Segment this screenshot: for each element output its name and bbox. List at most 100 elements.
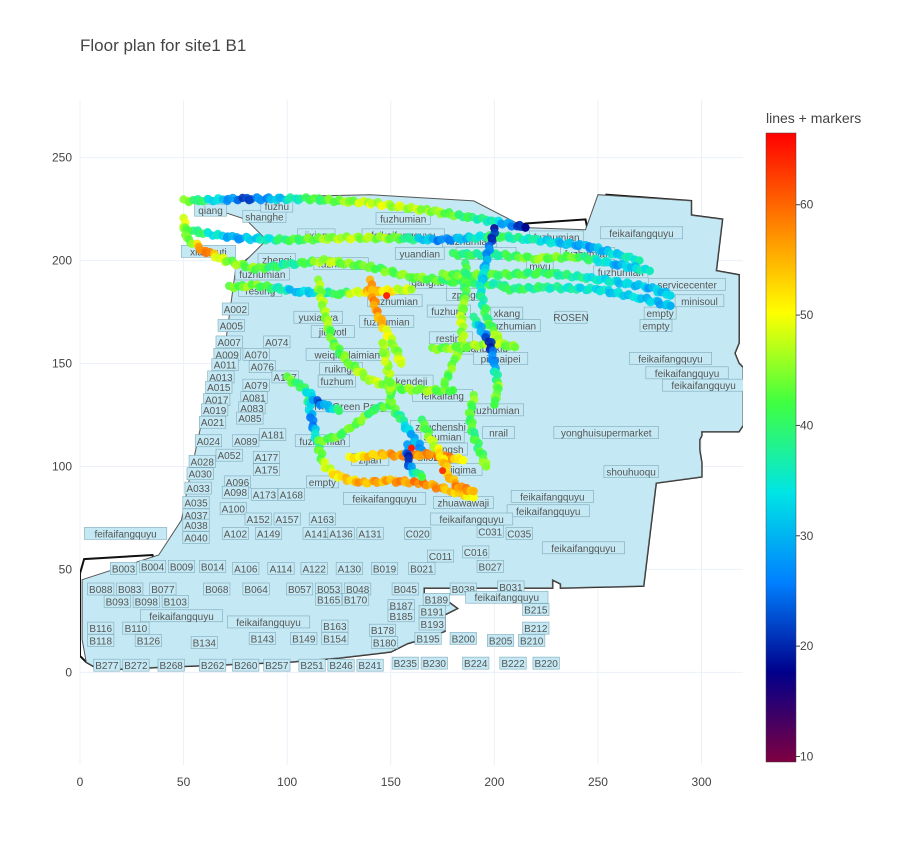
shop-label: A122	[302, 564, 326, 575]
shop-label: fuzhumian	[239, 270, 285, 281]
shop-label: A035	[184, 499, 208, 510]
shop-box	[186, 467, 214, 481]
shop-box	[522, 603, 550, 616]
shop-label: C016	[464, 548, 488, 559]
shop-label: feifaifangquyu	[94, 529, 156, 540]
shop-label: A149	[257, 529, 281, 540]
trace-point	[521, 223, 530, 232]
shop-box	[532, 656, 560, 670]
shop-label: B031	[499, 583, 523, 594]
trajectory-traces	[179, 193, 675, 502]
shop-box	[182, 518, 210, 532]
shop-label: B019	[373, 564, 397, 575]
shop-label: feikaifangquyu	[352, 494, 417, 505]
shop-box	[199, 658, 227, 672]
shop-box	[321, 632, 349, 645]
shop-label: A052	[217, 451, 241, 462]
colorbar-tick-label: 10	[800, 749, 814, 763]
shop-box	[168, 560, 196, 573]
shop-label: A141	[305, 529, 329, 540]
shop-box	[149, 582, 177, 596]
trace-point-peak	[408, 444, 415, 452]
shop-label: B149	[292, 634, 316, 645]
shop-label: fuzhumian	[446, 237, 492, 248]
shop-label: B212	[524, 624, 548, 635]
trace-point	[448, 386, 458, 395]
shop-label: A102	[224, 529, 248, 540]
shop-box	[430, 512, 514, 526]
shop-label: zhuchenshi	[415, 422, 466, 433]
shop-label: B235	[394, 659, 418, 670]
y-tick-label: 150	[52, 357, 72, 371]
shop-label: B277	[95, 661, 119, 672]
shop-box	[422, 592, 450, 606]
shop-label: zuanbaixiu	[460, 344, 508, 355]
shop-box	[87, 634, 115, 647]
shop-label: jiqima	[449, 466, 477, 477]
shop-label: A070	[244, 350, 268, 361]
shop-box	[335, 562, 363, 575]
shop-label: A114	[270, 564, 293, 575]
shop-label: C035	[507, 529, 531, 540]
trace-point-peak	[383, 292, 391, 300]
trace-point	[459, 456, 468, 465]
shop-label: B187	[389, 601, 413, 612]
shop-label: fuzhumian	[473, 406, 519, 417]
shop-label: kendeji	[396, 377, 428, 388]
shop-label: zhengi	[262, 256, 291, 267]
shop-box	[317, 374, 357, 388]
shop-box	[199, 415, 227, 429]
shop-label: fuzhumian	[380, 214, 426, 225]
shop-label: feikaifang	[421, 391, 464, 402]
shop-label: feikaifangquyu	[671, 381, 736, 392]
shop-box	[462, 545, 490, 559]
shop-box	[356, 527, 384, 540]
shop-label: A100	[222, 505, 246, 516]
shop-label: B057	[288, 585, 312, 596]
trace-point	[417, 472, 427, 481]
shop-label: feikaifangquyu	[655, 369, 720, 380]
shop-label: C031	[478, 527, 502, 538]
trace-point	[378, 338, 387, 348]
shop-label: A168	[280, 490, 304, 501]
colorbar-tick-label: 30	[800, 529, 814, 543]
shop-label: A074	[265, 338, 289, 349]
shop-box	[391, 582, 419, 596]
shop-label: A163	[311, 515, 335, 526]
shop-box	[139, 560, 167, 573]
shop-label: servicecenter	[657, 280, 717, 291]
shop-label: A177	[255, 453, 279, 464]
shop-labels: qiangshanghefuzhufuzhumianxiaoigutizheng…	[84, 199, 743, 672]
shop-box	[290, 632, 318, 645]
x-tick-label: 50	[177, 775, 191, 789]
shop-label: B045	[394, 585, 418, 596]
y-tick-label: 0	[65, 665, 72, 679]
shop-label: feikaifangquyu	[149, 612, 214, 623]
shop-label: B098	[135, 597, 159, 608]
shop-label: A037	[184, 511, 208, 522]
trace-point	[440, 379, 449, 389]
shop-box	[465, 590, 549, 604]
shop-label: B003	[112, 564, 136, 575]
shop-label: B257	[265, 661, 289, 672]
shop-box	[420, 656, 448, 670]
shop-box	[203, 582, 231, 596]
shop-box	[356, 658, 384, 672]
shop-label: B260	[234, 661, 258, 672]
shop-box	[87, 582, 115, 596]
shop-box	[522, 621, 550, 635]
shop-label: A098	[224, 488, 248, 499]
shop-box	[327, 527, 355, 540]
shop-label: A130	[338, 564, 362, 575]
shop-box	[232, 562, 260, 575]
colorbar-tick-label: 60	[800, 198, 814, 212]
shop-box	[449, 632, 477, 645]
shop-label: B068	[205, 585, 229, 596]
shop-label: A038	[184, 521, 208, 532]
x-tick-label: 150	[381, 775, 401, 789]
shop-label: fuzhum	[321, 377, 354, 388]
x-tick-label: 250	[588, 775, 608, 789]
shop-label: shouhuoqu	[606, 468, 656, 479]
shop-box	[132, 595, 160, 608]
shop-box	[327, 658, 355, 672]
